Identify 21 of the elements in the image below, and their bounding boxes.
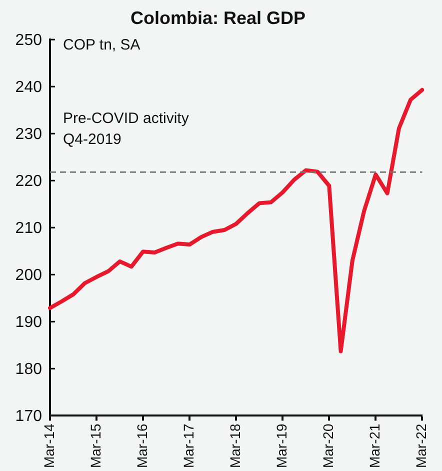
- x-tick-label: Mar-14: [40, 423, 57, 468]
- x-tick-label: Mar-18: [226, 423, 243, 468]
- ref-line-label: Pre-COVID activity Q4-2019: [63, 110, 190, 148]
- y-tick-label: 240: [15, 79, 42, 96]
- chart-title: Colombia: Real GDP: [130, 8, 306, 28]
- y-tick-label: 190: [15, 314, 42, 332]
- y-axis-title: COP tn, SA: [63, 36, 140, 54]
- x-tick-label: Mar-22: [413, 423, 430, 468]
- y-tick-label: 200: [15, 267, 42, 284]
- y-tick-label: 180: [15, 361, 42, 378]
- x-tick-label: Mar-17: [180, 423, 196, 468]
- x-tick-label: Mar-20: [320, 423, 336, 468]
- y-tick-label: 210: [15, 220, 42, 238]
- x-tick-label: Mar-19: [273, 423, 290, 468]
- x-tick-label: Mar-16: [134, 423, 150, 468]
- y-tick-label: 170: [15, 408, 42, 426]
- y-tick-label: 220: [15, 173, 42, 190]
- y-tick-label: 230: [15, 126, 42, 144]
- x-tick-label: Mar-15: [87, 423, 104, 468]
- x-tick-label: Mar-21: [366, 423, 383, 468]
- y-tick-label: 250: [15, 32, 42, 50]
